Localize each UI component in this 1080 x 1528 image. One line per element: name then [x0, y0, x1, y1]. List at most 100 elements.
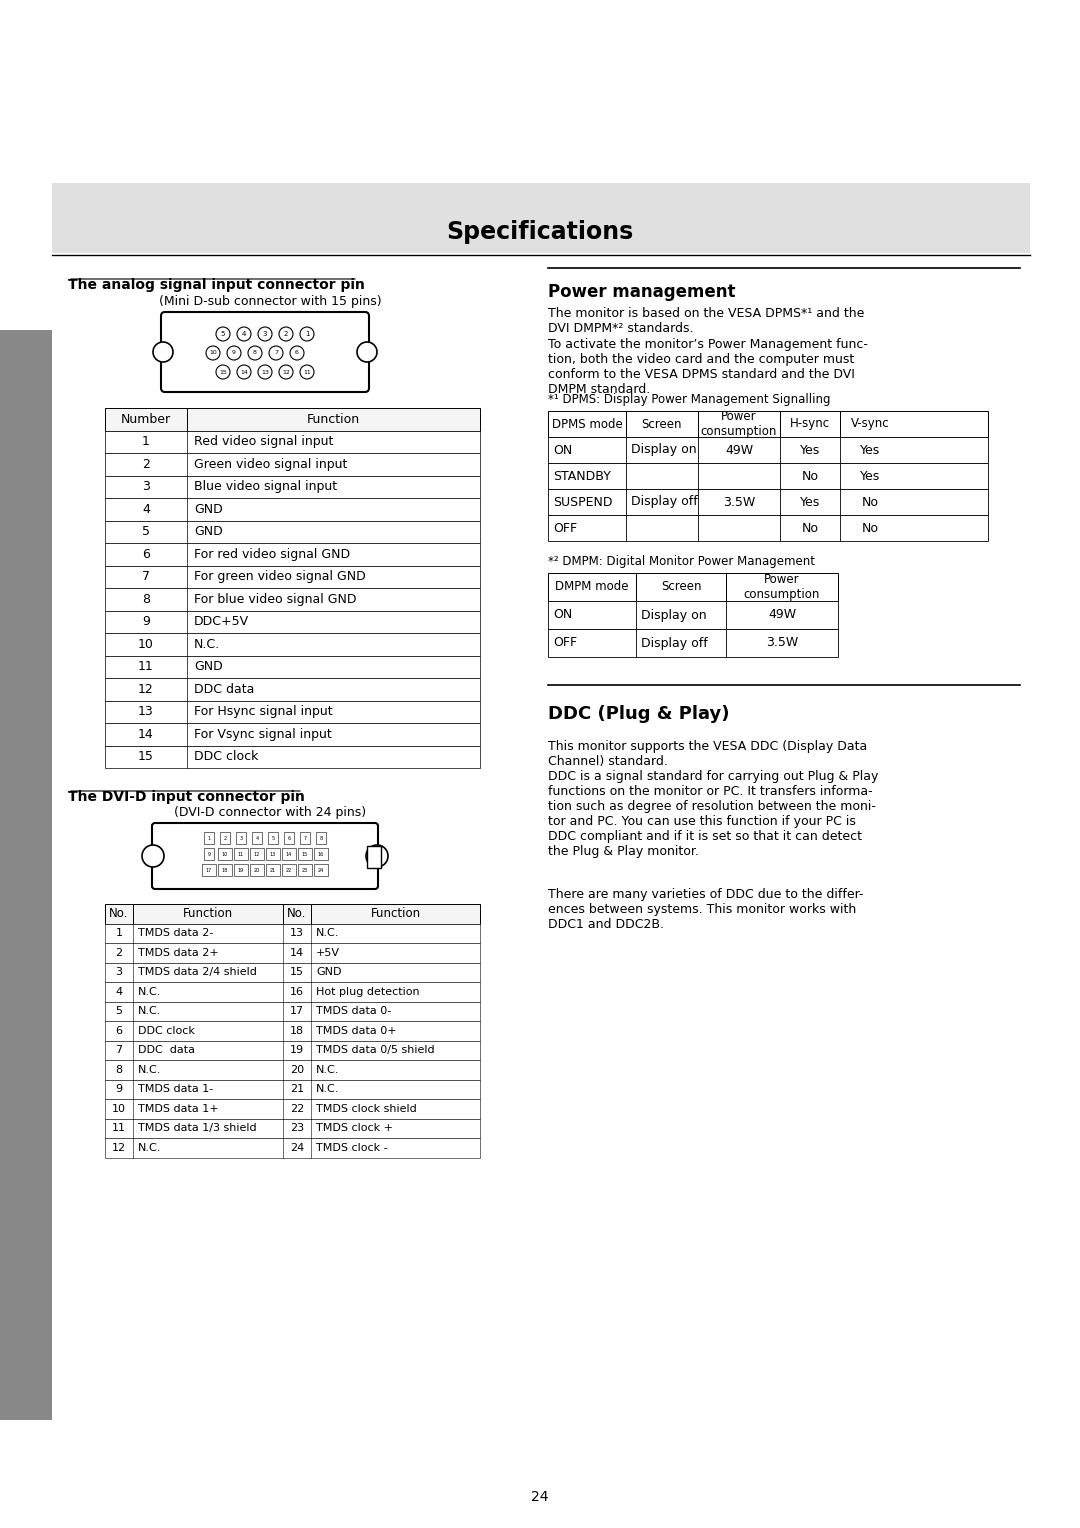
Circle shape — [279, 365, 293, 379]
Text: 2: 2 — [224, 836, 227, 840]
Text: 3.5W: 3.5W — [766, 637, 798, 649]
Text: No: No — [801, 469, 819, 483]
Bar — [105, 588, 480, 611]
Bar — [105, 700, 480, 723]
Circle shape — [357, 342, 377, 362]
Text: 4: 4 — [256, 836, 258, 840]
Text: DDC clock: DDC clock — [194, 750, 258, 764]
Text: 9: 9 — [116, 1085, 122, 1094]
Text: 12: 12 — [138, 683, 153, 695]
Bar — [105, 431, 480, 452]
Circle shape — [216, 327, 230, 341]
Text: 9: 9 — [143, 616, 150, 628]
Text: For red video signal GND: For red video signal GND — [194, 547, 350, 561]
Text: No: No — [862, 495, 878, 509]
Text: Yes: Yes — [860, 443, 880, 457]
Text: 4: 4 — [116, 987, 122, 996]
Text: *² DMPM: Digital Monitor Power Management: *² DMPM: Digital Monitor Power Managemen… — [548, 555, 815, 568]
Text: V-sync: V-sync — [851, 417, 889, 431]
Text: Display off: Display off — [631, 495, 698, 509]
Circle shape — [206, 345, 220, 361]
Text: 21: 21 — [270, 868, 276, 872]
Bar — [105, 565, 480, 588]
Text: Screen: Screen — [661, 581, 701, 593]
Text: SUSPEND: SUSPEND — [553, 495, 612, 509]
Circle shape — [248, 345, 262, 361]
Circle shape — [366, 845, 388, 866]
Text: +5V: +5V — [316, 947, 340, 958]
Text: 13: 13 — [138, 706, 153, 718]
Text: 13: 13 — [261, 370, 269, 374]
Bar — [105, 1079, 480, 1099]
Bar — [105, 656, 480, 678]
Bar — [105, 723, 480, 746]
Text: Display on: Display on — [642, 608, 706, 622]
Text: 3: 3 — [116, 967, 122, 978]
Text: N.C.: N.C. — [138, 1143, 161, 1152]
Text: 6: 6 — [295, 350, 299, 356]
Text: TMDS clock -: TMDS clock - — [316, 1143, 388, 1152]
Text: (DVI-D connector with 24 pins): (DVI-D connector with 24 pins) — [174, 805, 366, 819]
Text: 13: 13 — [291, 927, 303, 938]
Text: TMDS data 0-: TMDS data 0- — [316, 1007, 391, 1016]
Text: DDC (Plug & Play): DDC (Plug & Play) — [548, 704, 729, 723]
Text: 3: 3 — [240, 836, 243, 840]
Text: 14: 14 — [138, 727, 153, 741]
Bar — [0, 330, 52, 1420]
Text: 12: 12 — [112, 1143, 126, 1152]
Text: 16: 16 — [291, 987, 303, 996]
Text: OFF: OFF — [553, 637, 577, 649]
Text: This monitor supports the VESA DDC (Display Data
Channel) standard.: This monitor supports the VESA DDC (Disp… — [548, 740, 867, 769]
Text: 2: 2 — [143, 458, 150, 471]
Text: N.C.: N.C. — [194, 637, 220, 651]
Text: 7: 7 — [274, 350, 278, 356]
Text: TMDS data 0+: TMDS data 0+ — [316, 1025, 396, 1036]
Text: 12: 12 — [282, 370, 289, 374]
Text: 11: 11 — [112, 1123, 126, 1134]
Circle shape — [216, 365, 230, 379]
Text: TMDS data 2+: TMDS data 2+ — [138, 947, 219, 958]
Text: 4: 4 — [143, 503, 150, 516]
Circle shape — [279, 327, 293, 341]
Text: 11: 11 — [238, 851, 244, 857]
Text: Yes: Yes — [860, 469, 880, 483]
Text: TMDS data 1+: TMDS data 1+ — [138, 1103, 218, 1114]
Text: 17: 17 — [206, 868, 212, 872]
Text: 3: 3 — [262, 332, 267, 338]
Text: 14: 14 — [286, 851, 292, 857]
Text: To activate the monitor’s Power Management func-
tion, both the video card and t: To activate the monitor’s Power Manageme… — [548, 338, 868, 396]
Text: Specifications: Specifications — [446, 220, 634, 244]
Text: 6: 6 — [143, 547, 150, 561]
Text: 14: 14 — [240, 370, 248, 374]
Text: For green video signal GND: For green video signal GND — [194, 570, 366, 584]
Text: DMPM mode: DMPM mode — [555, 581, 629, 593]
Text: GND: GND — [316, 967, 341, 978]
Text: 13: 13 — [270, 851, 276, 857]
Text: No.: No. — [287, 908, 307, 920]
Text: 18: 18 — [221, 868, 228, 872]
Text: 8: 8 — [253, 350, 257, 356]
Text: 23: 23 — [289, 1123, 305, 1134]
Bar — [105, 1138, 480, 1158]
Text: DDC  data: DDC data — [138, 1045, 195, 1056]
Text: Green video signal input: Green video signal input — [194, 458, 348, 471]
Text: ON: ON — [553, 443, 572, 457]
Text: 15: 15 — [291, 967, 303, 978]
FancyBboxPatch shape — [161, 312, 369, 393]
Text: The analog signal input connector pin: The analog signal input connector pin — [68, 278, 365, 292]
Text: 17: 17 — [289, 1007, 305, 1016]
Text: 15: 15 — [219, 370, 227, 374]
Text: 23: 23 — [302, 868, 308, 872]
Bar — [105, 452, 480, 475]
Text: 1: 1 — [116, 927, 122, 938]
Text: 14: 14 — [289, 947, 305, 958]
Text: For Vsync signal input: For Vsync signal input — [194, 727, 332, 741]
Text: Power
consumption: Power consumption — [701, 410, 778, 439]
Text: 8: 8 — [141, 593, 150, 605]
Circle shape — [237, 365, 251, 379]
Bar — [105, 983, 480, 1001]
Bar — [548, 463, 988, 489]
Text: TMDS data 0/5 shield: TMDS data 0/5 shield — [316, 1045, 434, 1056]
Text: 10: 10 — [221, 851, 228, 857]
Text: Power
consumption: Power consumption — [744, 573, 820, 601]
